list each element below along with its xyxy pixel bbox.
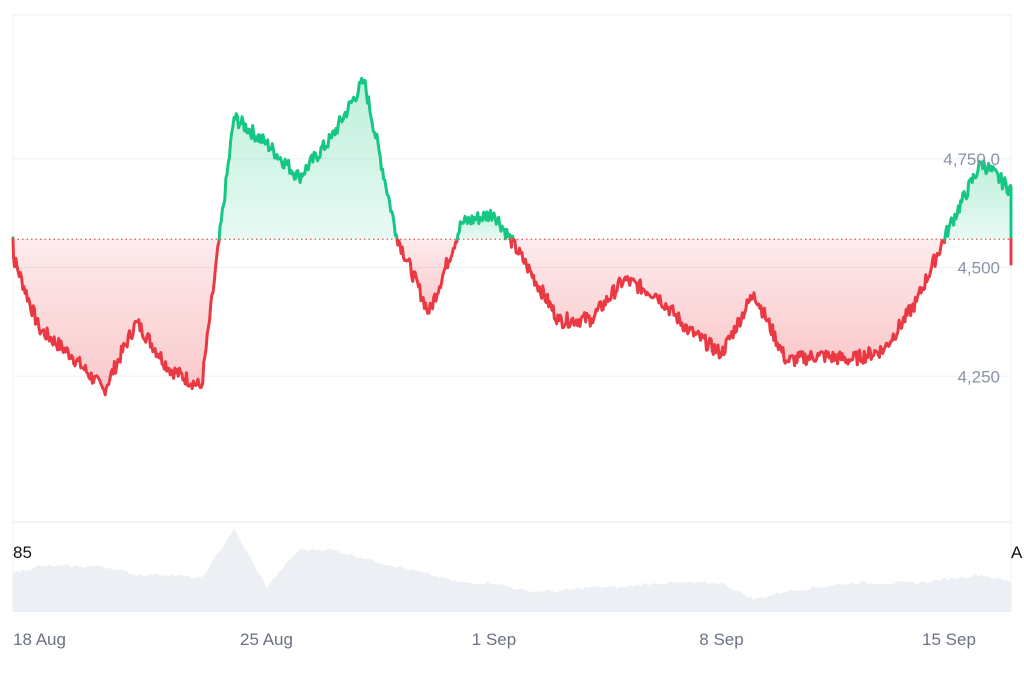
volume-area-shape (13, 527, 1011, 612)
price-fill (13, 78, 1011, 395)
line-segment-up (943, 159, 1013, 241)
area-above-baseline (457, 210, 511, 240)
x-tick-label: 8 Sep (699, 630, 743, 649)
area-above-baseline (219, 78, 397, 240)
area-below-baseline (397, 239, 458, 314)
y-tick-label: 4,250 (957, 367, 1000, 386)
area-below-baseline (13, 239, 220, 395)
y-tick-label: 4,750.0 (943, 150, 1000, 169)
line-segment-up (455, 208, 513, 241)
x-tick-label: 15 Sep (922, 630, 976, 649)
y-axis-labels: 4,750.0 4,500 4,250 (943, 150, 1000, 387)
x-tick-label: 18 Aug (13, 630, 66, 649)
x-tick-label: 1 Sep (472, 630, 516, 649)
line-segment-down (511, 237, 947, 368)
price-line (11, 76, 1013, 397)
volume-left-label: 85 (13, 543, 32, 562)
line-segment-down (395, 237, 459, 315)
area-above-baseline (944, 160, 1011, 240)
line-segment-up (217, 76, 399, 241)
y-tick-label: 4,500 (957, 259, 1000, 278)
x-axis-labels: 18 Aug 25 Aug 1 Sep 8 Sep 15 Sep (13, 630, 976, 649)
line-segment-down (11, 237, 221, 397)
plot-frame (12, 14, 1012, 612)
x-tick-label: 25 Aug (240, 630, 293, 649)
line-segment-down (509, 237, 514, 249)
volume-right-label: A (1011, 543, 1023, 562)
volume-area (13, 527, 1011, 612)
area-below-baseline (513, 239, 945, 366)
